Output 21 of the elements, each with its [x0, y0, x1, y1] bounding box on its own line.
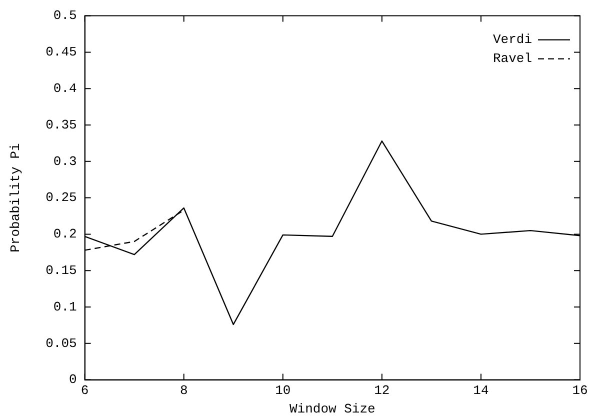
- y-tick-label: 0.4: [53, 81, 77, 96]
- y-axis-title: Probability Pi: [8, 142, 24, 252]
- x-tick-label: 6: [80, 383, 89, 398]
- legend-label: Ravel: [492, 51, 532, 66]
- y-tick-label: 0.3: [53, 154, 77, 169]
- x-tick-label: 16: [572, 383, 588, 398]
- x-tick-label: 14: [473, 383, 489, 398]
- y-tick-label: 0.35: [46, 117, 77, 132]
- y-tick-label: 0.45: [46, 44, 77, 60]
- y-tick-label: 0.2: [53, 226, 77, 242]
- y-tick-label: 0.05: [46, 336, 77, 351]
- y-tick-label: 0.25: [46, 190, 77, 206]
- y-tick-label: 0: [68, 372, 77, 388]
- y-tick-label: 0.15: [46, 263, 77, 278]
- x-tick-label: 10: [275, 383, 291, 398]
- x-axis-title: Window Size: [289, 402, 376, 417]
- x-tick-label: 12: [374, 383, 390, 398]
- y-tick-label: 0.1: [53, 299, 77, 314]
- y-tick-label: 0.5: [53, 8, 77, 24]
- x-tick-label: 8: [180, 383, 188, 398]
- legend-label: Verdi: [492, 32, 532, 48]
